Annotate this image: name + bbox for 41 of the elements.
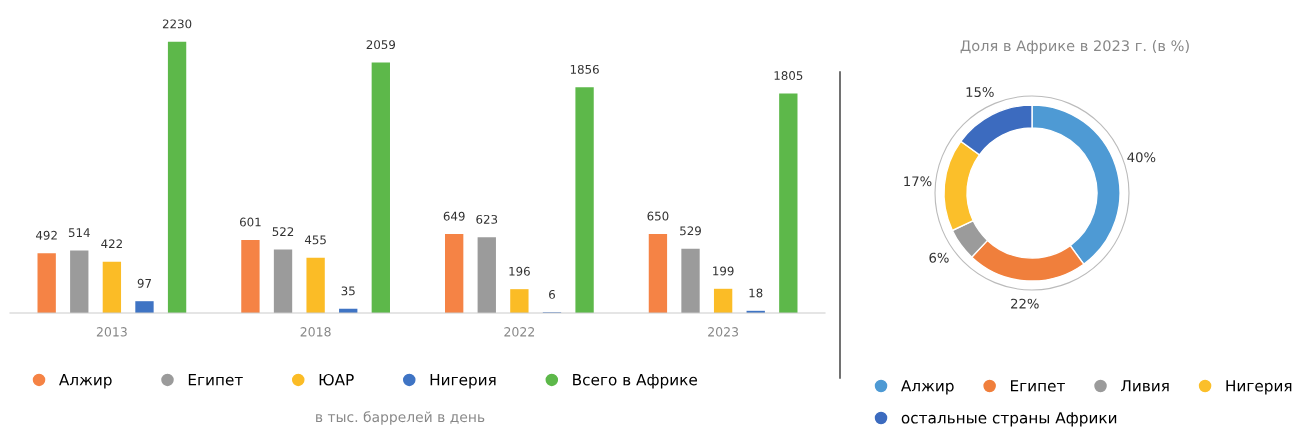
data-label: 529 [680,226,701,236]
legend-label: Нигерия [1226,380,1292,395]
data-label: 492 [35,230,57,240]
data-label: 2230 [162,19,192,29]
legend-label: Нигерия [430,374,496,389]
legend-label: Всего в Африке [573,374,697,389]
legend-label: Ливия [1121,380,1169,392]
x-tick-label: 2013 [96,327,127,337]
data-label: 623 [476,214,498,224]
data-label: 6% [929,252,949,263]
data-label: 650 [647,211,669,221]
data-label: 22% [1011,298,1039,309]
data-label: 455 [304,235,326,245]
legend-label: Египет [188,374,243,386]
data-label: 18 [749,288,763,298]
data-label: 40% [1127,152,1156,163]
data-label: 422 [101,239,122,249]
data-label: 199 [713,266,734,276]
x-tick-label: 2022 [504,327,535,337]
data-label: 97 [137,278,151,288]
data-label: 514 [68,228,90,238]
text: в тыс. баррелей в день [316,411,485,425]
data-label: 601 [239,217,261,227]
legend-label: Египет [1011,380,1065,392]
x-tick-label: 2023 [708,327,739,337]
data-label: 2059 [366,40,396,50]
data-label: 1805 [774,71,803,81]
data-label: 35 [341,286,355,296]
data-label: 17% [904,176,932,187]
data-label: 6 [549,289,555,299]
chart-title: Доля в Африке в 2023 г. (в %) [960,39,1189,55]
legend-label: ЮАР [319,373,354,386]
legend-label: остальные страны Африки [901,412,1117,427]
data-label: 1856 [570,64,599,74]
data-label: 15% [966,87,994,98]
legend-label: Алжир [901,380,954,395]
x-tick-label: 2018 [300,327,331,337]
data-label: 649 [443,211,465,221]
data-label: 196 [509,266,530,276]
legend-label: Алжир [59,374,112,389]
data-label: 522 [272,227,294,237]
